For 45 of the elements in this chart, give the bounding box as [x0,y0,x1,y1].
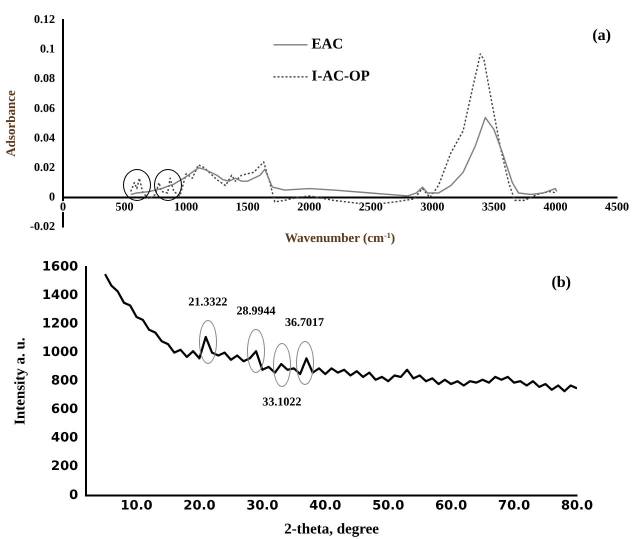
y-tick-label: 0.08 [34,71,55,86]
x-tick-label: 500 [116,200,134,214]
y-axis-title: Intensity a. u. [12,337,28,425]
x-tick-label: 20.0 [183,498,216,514]
y-tick-label: 200 [51,459,78,474]
y-tick-label: 1600 [42,259,78,274]
x-tick-label: 3000 [420,200,444,214]
legend-label: I-AC-OP [312,68,370,85]
x-tick-label: 70.0 [498,498,530,514]
y-tick-label: 0 [69,488,78,503]
legend-label: EAC [312,36,344,53]
y-tick-label: 0.04 [34,130,55,144]
x-tick-label: 80.0 [560,498,594,514]
y-tick-label: 600 [51,402,78,418]
y-tick-label: 0.06 [34,100,55,115]
annotation: 36.7017 [285,315,324,330]
y-axis-title: Adsorbance [2,90,18,157]
x-axis-title: 2-theta, degree [284,521,380,538]
x-tick-label: 4500 [605,200,629,214]
annotation: 28.9944 [236,303,276,318]
y-tick-label: 400 [51,430,78,446]
x-tick-label: 4000 [543,200,568,214]
y-tick-label: 0 [48,190,55,204]
x-tick-label: 1000 [174,200,198,214]
x-tick-label: 50.0 [372,498,404,514]
y-tick-label: 1400 [42,288,78,303]
annotation: (b) [551,274,571,292]
x-tick-label: 40.0 [309,498,342,514]
y-tick-label: 0.02 [34,160,55,174]
y-tick-label: 0.12 [34,12,55,26]
x-tick-label: 2500 [358,200,383,214]
y-tick-label: 1200 [42,316,78,332]
x-tick-label: 30.0 [246,498,278,514]
y-tick-label: 1000 [42,345,78,360]
y-tick-label: -0.02 [30,219,55,234]
annotation: (a) [592,27,611,44]
y-tick-label: 800 [51,374,78,389]
x-tick-label: 3500 [482,200,506,214]
x-tick-label: 2000 [297,200,322,214]
x-tick-label: 60.0 [435,498,468,514]
x-tick-label: 1500 [236,200,260,214]
y-tick-label: 0.1 [40,42,55,56]
x-tick-label: 10.0 [120,498,153,514]
annotation: 33.1022 [262,394,302,409]
annotation: 21.3322 [188,294,228,308]
